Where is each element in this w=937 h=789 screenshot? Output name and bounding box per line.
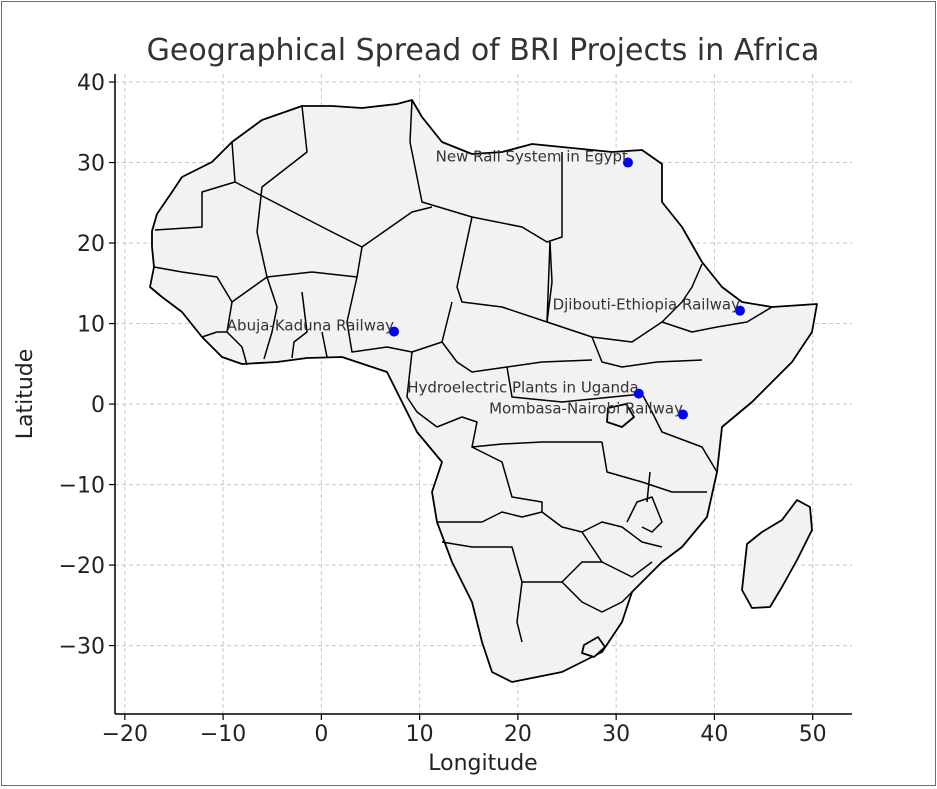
project-label: Mombasa-Nairobi Railway — [489, 400, 683, 418]
y-tick-label: 20 — [77, 232, 105, 257]
lesotho-outline — [581, 636, 606, 658]
x-tick-label: −10 — [200, 722, 246, 747]
x-tick-label: 50 — [799, 722, 827, 747]
country-borders — [153, 99, 773, 643]
africa-landmass — [149, 99, 818, 683]
lake-victoria — [606, 403, 635, 428]
x-tick-label: 0 — [314, 722, 328, 747]
y-tick-label: 40 — [77, 71, 105, 96]
y-tick-label: 30 — [77, 152, 105, 177]
project-label: Djibouti-Ethiopia Railway — [553, 296, 740, 314]
y-tick-label: −30 — [59, 635, 105, 660]
project-label: Abuja-Kaduna Railway — [227, 317, 394, 335]
x-tick-label: 20 — [504, 722, 532, 747]
y-tick-label: 10 — [77, 313, 105, 338]
y-tick-label: 0 — [91, 393, 105, 418]
y-axis-label: Latitude — [13, 349, 38, 440]
project-marker[interactable] — [677, 409, 688, 420]
y-tick-label: −20 — [59, 554, 105, 579]
project-marker[interactable] — [389, 326, 400, 337]
axes — [114, 74, 852, 715]
project-points: New Rail System in Egypt Djibouti-Ethiopi… — [227, 148, 745, 420]
x-tick-label: 10 — [406, 722, 434, 747]
project-label: Hydroelectric Plants in Uganda — [407, 379, 639, 397]
x-axis-label: Longitude — [428, 751, 537, 776]
africa-outline — [149, 99, 818, 683]
x-tick-label: 30 — [602, 722, 630, 747]
x-tick-label: −20 — [102, 722, 148, 747]
project-label: New Rail System in Egypt — [436, 148, 628, 166]
madagascar-outline — [741, 499, 813, 609]
project-marker[interactable] — [622, 157, 633, 168]
chart-title: Geographical Spread of BRI Projects in A… — [147, 33, 820, 68]
project-marker[interactable] — [734, 305, 745, 316]
tick-labels: −20 −10 0 10 20 30 40 50 −30 −20 −10 0 10 20 30 40 — [59, 71, 827, 747]
project-marker[interactable] — [633, 388, 644, 399]
x-tick-label: 40 — [700, 722, 728, 747]
y-tick-label: −10 — [59, 474, 105, 499]
